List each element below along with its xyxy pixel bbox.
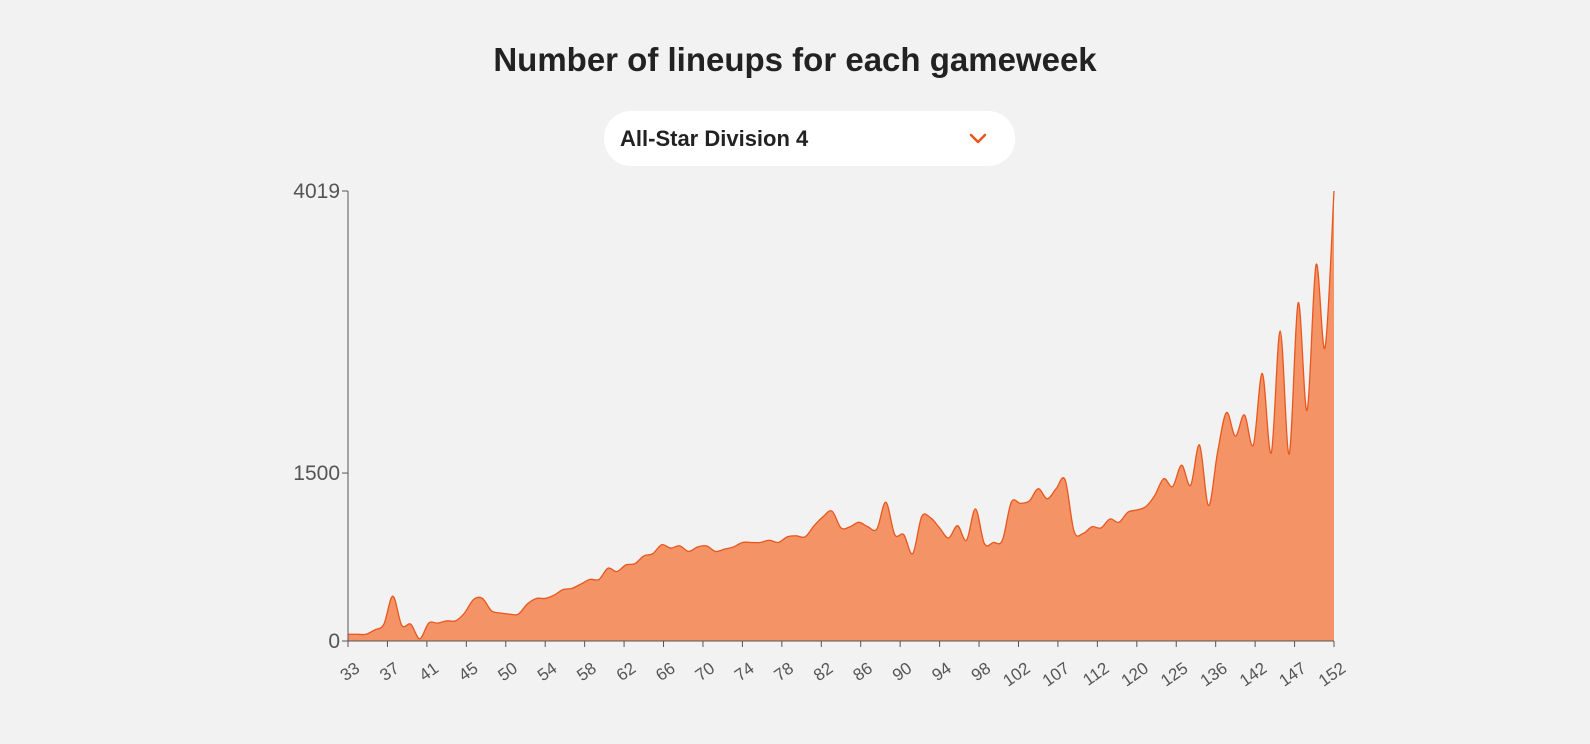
series-area — [348, 191, 1334, 641]
x-tick-label: 90 — [889, 659, 915, 685]
x-tick-label: 142 — [1236, 659, 1270, 691]
y-tick-label: 4019 — [293, 180, 340, 203]
x-tick-label: 152 — [1315, 659, 1349, 691]
x-tick-label: 78 — [771, 659, 797, 685]
x-tick-label: 136 — [1197, 659, 1231, 691]
page-title: Number of lineups for each gameweek — [493, 41, 1097, 78]
x-tick-label: 58 — [573, 659, 599, 685]
x-tick-label: 98 — [968, 659, 994, 685]
x-tick-label: 86 — [849, 659, 875, 685]
chevron-down-icon[interactable] — [965, 126, 991, 152]
y-tick-label: 0 — [328, 630, 340, 653]
x-tick-label: 74 — [731, 659, 757, 685]
x-tick-label: 50 — [495, 659, 521, 685]
x-tick-label: 120 — [1118, 659, 1152, 691]
x-tick-label: 70 — [692, 659, 718, 685]
x-tick-label: 62 — [613, 659, 639, 685]
x-tick-label: 41 — [416, 659, 442, 685]
x-tick-label: 54 — [534, 659, 560, 685]
series-line — [347, 190, 1335, 640]
x-tick-label: 107 — [1039, 659, 1073, 691]
x-tick-label: 82 — [810, 659, 836, 685]
division-select[interactable]: All-Star Division 4 — [604, 111, 1015, 166]
area-layer — [347, 190, 1335, 641]
y-tick-label: 1500 — [293, 462, 340, 485]
x-tick-label: 45 — [455, 659, 481, 685]
division-select-value: All-Star Division 4 — [620, 125, 809, 151]
x-tick-label: 102 — [1000, 659, 1034, 691]
x-tick-label: 37 — [376, 659, 402, 685]
x-tick-label: 147 — [1276, 659, 1310, 691]
x-tick-label: 94 — [928, 659, 954, 685]
x-tick-label: 33 — [337, 659, 363, 685]
x-tick-label: 125 — [1157, 659, 1191, 691]
x-tick-label: 112 — [1079, 659, 1112, 690]
x-tick-label: 66 — [652, 659, 678, 685]
